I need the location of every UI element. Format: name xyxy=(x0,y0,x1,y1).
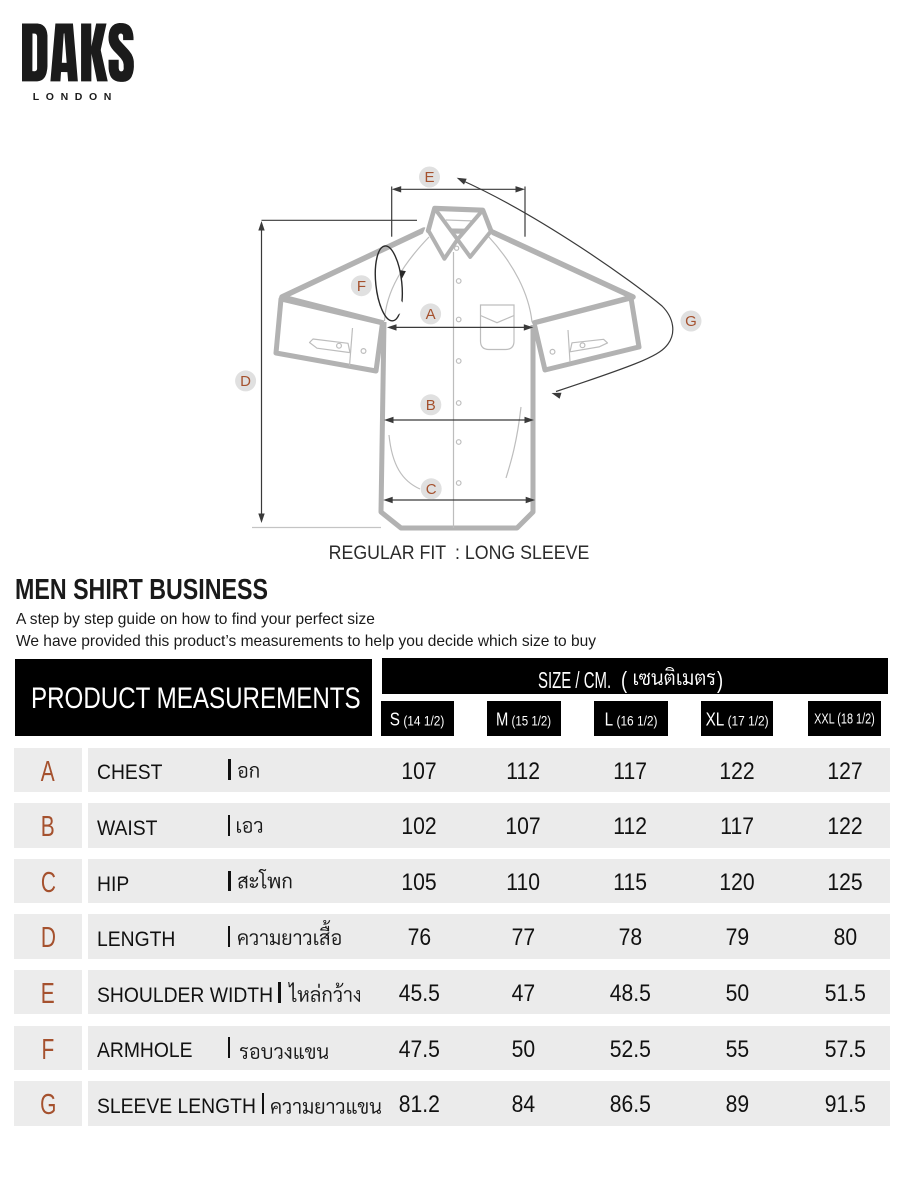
svg-text:A: A xyxy=(426,306,436,323)
svg-text:E: E xyxy=(424,169,434,186)
svg-text:F: F xyxy=(357,278,366,295)
svg-text:C: C xyxy=(426,481,437,498)
svg-text:B: B xyxy=(426,397,436,414)
svg-text:D: D xyxy=(240,373,251,390)
svg-text:G: G xyxy=(685,313,697,330)
